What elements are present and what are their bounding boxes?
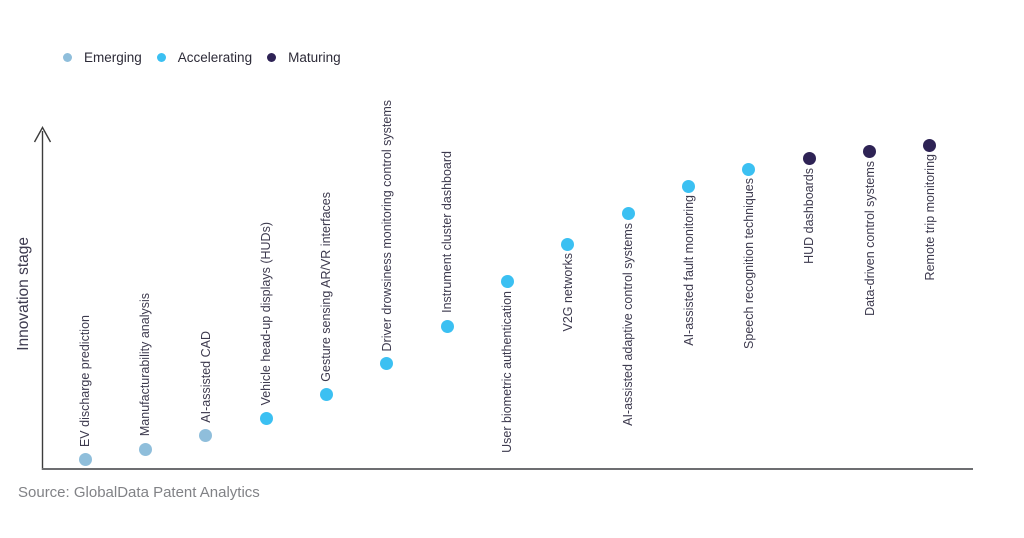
legend-label: Maturing (288, 50, 341, 65)
data-point-dot (380, 357, 394, 371)
data-point-label: Driver drowsiness monitoring control sys… (379, 99, 394, 351)
data-point-label: V2G networks (560, 253, 575, 332)
data-point-dot (500, 275, 514, 289)
y-axis-arrow-icon (33, 126, 52, 143)
data-point-dot (199, 429, 213, 443)
legend-dot-emerging-icon (63, 53, 72, 62)
data-point-label: AI-assisted adaptive control systems (621, 222, 636, 426)
data-point-label: Gesture sensing AR/VR interfaces (319, 192, 334, 382)
legend-dot-maturing-icon (267, 53, 277, 62)
data-point-dot (682, 179, 695, 193)
data-point-dot (742, 162, 756, 176)
data-point-label: HUD dashboards (802, 167, 817, 264)
legend-label: Emerging (84, 50, 142, 65)
data-point-dot (802, 152, 816, 166)
legend-item-maturing: Maturing (267, 48, 341, 67)
source-note: Source: GlobalData Patent Analytics (18, 484, 260, 501)
data-point-label: Instrument cluster dashboard (440, 151, 455, 314)
legend-dot-accelerating-icon (156, 53, 166, 62)
data-point-dot (138, 442, 152, 456)
data-point-label: Vehicle head-up displays (HUDs) (259, 222, 274, 406)
data-point-label: AI-assisted fault monitoring (681, 195, 696, 346)
data-point-label: EV discharge prediction (78, 314, 92, 447)
data-point-dot (621, 207, 635, 220)
data-point-label: Data-driven control systems (862, 160, 877, 316)
data-point-label: Manufacturability analysis (138, 293, 153, 437)
data-point-label: Remote trip monitoring (922, 154, 937, 281)
legend: Emerging Accelerating Maturing (63, 48, 341, 67)
legend-item-emerging: Emerging (63, 48, 142, 67)
data-point-dot (319, 388, 333, 402)
legend-item-accelerating: Accelerating (156, 48, 253, 67)
data-point-dot (440, 319, 454, 333)
data-point-dot (78, 453, 92, 467)
legend-label: Accelerating (177, 50, 253, 65)
data-point-label: AI-assisted CAD (198, 331, 213, 423)
data-point-label: User biometric authentication (500, 290, 515, 453)
data-point-dot (923, 138, 937, 152)
data-point-label: Speech recognition techniques (741, 178, 756, 349)
data-point-dot (561, 237, 575, 251)
data-point-dot (259, 412, 273, 426)
data-point-dot (863, 145, 877, 159)
